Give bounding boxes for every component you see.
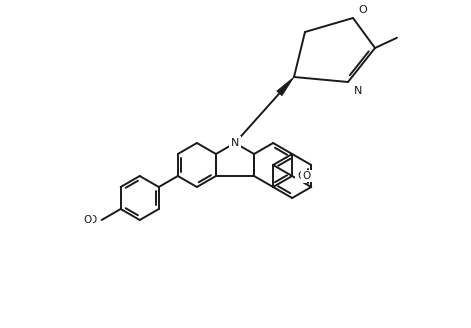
Text: O: O [302, 171, 310, 181]
Text: O: O [89, 215, 97, 225]
Polygon shape [277, 77, 294, 96]
Text: O: O [297, 171, 305, 181]
Text: O: O [358, 5, 367, 15]
Text: N: N [231, 138, 239, 148]
Text: O: O [83, 215, 92, 225]
Text: N: N [231, 138, 239, 148]
Text: N: N [354, 86, 362, 96]
